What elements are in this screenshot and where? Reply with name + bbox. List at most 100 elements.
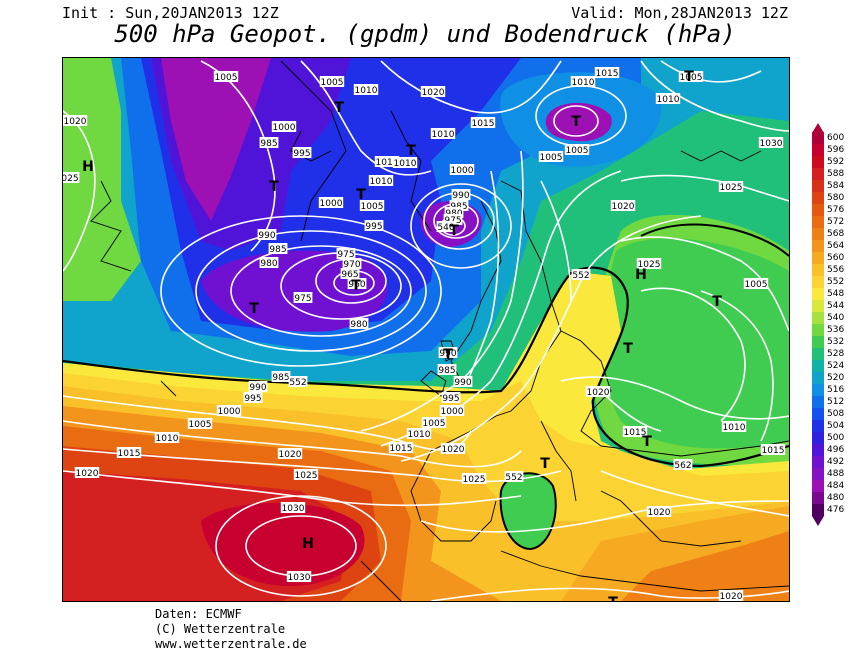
- isobar-label: 562: [674, 461, 691, 471]
- isobar-label: 1025: [295, 471, 318, 481]
- isobar-label-bg: [449, 200, 469, 211]
- fill-green-italy-ring: [499, 472, 557, 551]
- isobar-label-bg: [259, 257, 279, 268]
- high-pressure-marker: H: [635, 267, 647, 283]
- isobar-label: 1025: [638, 260, 661, 270]
- isobar-label: 1020: [612, 202, 635, 212]
- low-pressure-marker: T: [249, 301, 259, 317]
- isobar-label: 552: [505, 473, 522, 483]
- isobar-label-bg: [571, 269, 591, 280]
- low-pressure-marker: T: [334, 100, 344, 116]
- isobar-label: 1015: [596, 69, 619, 79]
- isobar-label-bg: [271, 371, 291, 382]
- legend-value: 592: [827, 157, 845, 167]
- legend-swatch: [812, 132, 824, 144]
- isobar-label-bg: [271, 121, 297, 132]
- isobar-label: 1020: [720, 592, 743, 601]
- isobar-label-bg: [439, 405, 465, 416]
- isobar-label-bg: [368, 175, 394, 186]
- isobar-label: 980: [260, 259, 277, 269]
- isobar-label-bg: [63, 172, 80, 183]
- legend-swatch: [812, 156, 824, 168]
- isobar-label: 540: [437, 223, 454, 233]
- legend-swatch: [812, 492, 824, 504]
- isobar-label: 980: [350, 320, 367, 330]
- isobar-label: 995: [244, 394, 261, 404]
- isobar-label-bg: [538, 151, 564, 162]
- legend-value: 480: [827, 493, 845, 503]
- isobar-label-bg: [364, 220, 384, 231]
- isobar-label: 1000: [320, 199, 343, 209]
- low-pressure-marker: T: [608, 595, 618, 601]
- isobar-label-bg: [655, 93, 681, 104]
- isobar-label-bg: [673, 459, 693, 470]
- website-url: www.wetterzentrale.de: [155, 637, 307, 651]
- isobar-label: 1010: [723, 423, 746, 433]
- isobar-label: 552: [572, 271, 589, 281]
- legend-swatch: [812, 396, 824, 408]
- isobar-label-bg: [721, 421, 747, 432]
- isobar-label-bg: [288, 376, 308, 387]
- init-time-label: Init : Sun,20JAN2013 12Z: [62, 4, 279, 22]
- isobar-label: 1010: [572, 78, 595, 88]
- isobar-label-bg: [421, 417, 447, 428]
- legend-value: 600: [827, 133, 845, 143]
- isobar-label: 1005: [745, 280, 768, 290]
- isobar-label-bg: [359, 200, 385, 211]
- fill-green-east2: [603, 238, 789, 449]
- legend-swatch: [812, 372, 824, 384]
- isobar-label: 1010: [370, 177, 393, 187]
- isobar-label-bg: [760, 444, 786, 455]
- legend-value: 536: [827, 325, 845, 335]
- isobar-label-bg: [451, 189, 471, 200]
- isobar-label: 1000: [218, 407, 241, 417]
- isobar-label: 1015: [472, 119, 495, 129]
- legend-value: 588: [827, 169, 845, 179]
- legend-value: 532: [827, 337, 845, 347]
- isobar-label: 1025: [463, 475, 486, 485]
- isobar-label: 985: [438, 366, 455, 376]
- legend-value: 476: [827, 505, 845, 515]
- isobar-label: 990: [249, 383, 266, 393]
- isobar-label-bg: [564, 144, 590, 155]
- legend-swatch: [812, 204, 824, 216]
- isobar-label-bg: [470, 117, 496, 128]
- low-pressure-marker: T: [712, 294, 722, 310]
- isobar-label-bg: [347, 278, 367, 289]
- isobar-label-bg: [342, 258, 362, 269]
- legend-swatch: [812, 468, 824, 480]
- legend-value: 544: [827, 301, 845, 311]
- isobar-label-bg: [743, 278, 769, 289]
- isobar-label-bg: [610, 200, 636, 211]
- isobar-label: 1010: [156, 434, 179, 444]
- isobar-label-bg: [280, 502, 306, 513]
- isobar-label-bg: [292, 147, 312, 158]
- isobar-label: 1010: [432, 130, 455, 140]
- legend-swatch: [812, 420, 824, 432]
- legend-value: 560: [827, 253, 845, 263]
- isobar-label-bg: [318, 197, 344, 208]
- isobar-label-bg: [441, 392, 461, 403]
- isobar-label: 990: [452, 191, 469, 201]
- isobar-label-bg: [353, 84, 379, 95]
- isobar-label-bg: [461, 473, 487, 484]
- isobar-label-bg: [594, 67, 620, 78]
- legend-value: 508: [827, 409, 845, 419]
- isobar-label-bg: [406, 428, 432, 439]
- data-source: Daten: ECMWF: [155, 607, 242, 621]
- isobar-label-bg: [293, 292, 313, 303]
- isobar-label-bg: [340, 268, 360, 279]
- isobar-label-bg: [646, 506, 672, 517]
- isobar-label-bg: [585, 386, 611, 397]
- isobar-label-bg: [293, 469, 319, 480]
- legend-value: 500: [827, 433, 845, 443]
- legend-value: 596: [827, 145, 845, 155]
- isobar-label: 1010: [657, 95, 680, 105]
- legend-swatch: [812, 336, 824, 348]
- legend-value: 528: [827, 349, 845, 359]
- isobar-label: 985: [269, 245, 286, 255]
- isobar-label: 1020: [76, 469, 99, 479]
- copyright: (C) Wetterzentrale: [155, 622, 286, 636]
- isobar-label: 1025: [720, 183, 743, 193]
- isobar-label: 1005: [680, 73, 703, 83]
